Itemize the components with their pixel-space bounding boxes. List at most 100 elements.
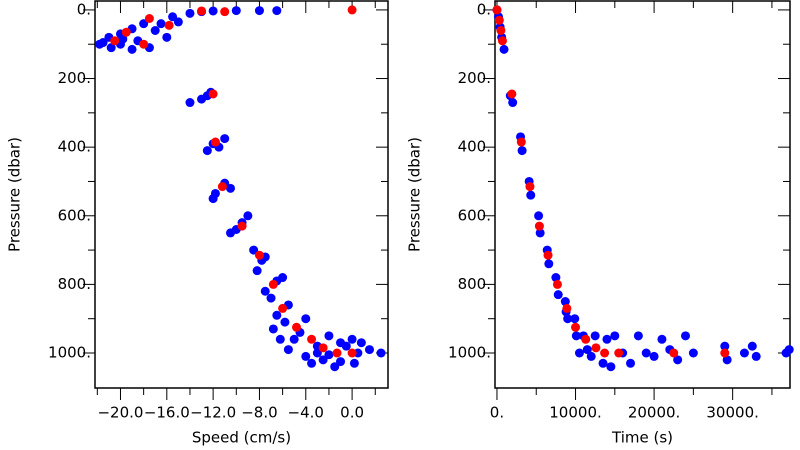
point bbox=[278, 273, 288, 283]
x-tick-label: −4.0 bbox=[288, 404, 324, 422]
panel: 0. 10000. 20000. 30000. 0. 200. 400. 600. 800. 10… bbox=[406, 0, 794, 447]
point bbox=[307, 334, 317, 344]
point bbox=[571, 322, 581, 332]
point bbox=[252, 266, 262, 276]
point bbox=[581, 334, 591, 344]
point bbox=[739, 348, 749, 358]
point bbox=[598, 358, 608, 368]
point bbox=[144, 13, 154, 23]
point bbox=[610, 331, 620, 341]
point bbox=[606, 362, 616, 372]
point bbox=[139, 39, 149, 49]
y-tick-label: 1000. bbox=[448, 344, 491, 362]
point bbox=[517, 146, 527, 156]
plot-frame bbox=[494, 0, 791, 389]
point bbox=[330, 362, 340, 372]
point bbox=[150, 26, 160, 36]
x-axis-label: Time (s) bbox=[611, 429, 673, 447]
point bbox=[272, 6, 282, 16]
point bbox=[534, 211, 544, 221]
point bbox=[497, 36, 507, 46]
point bbox=[669, 348, 679, 358]
point bbox=[225, 183, 235, 193]
point bbox=[552, 279, 562, 289]
point bbox=[254, 6, 264, 16]
point bbox=[657, 334, 667, 344]
point bbox=[292, 322, 302, 332]
x-tick-label: 0. bbox=[490, 404, 504, 422]
point bbox=[347, 5, 357, 15]
point bbox=[582, 345, 592, 355]
point bbox=[571, 331, 581, 341]
point bbox=[492, 5, 502, 15]
point bbox=[553, 290, 563, 300]
point bbox=[349, 358, 359, 368]
point bbox=[268, 279, 278, 289]
point bbox=[173, 17, 183, 27]
point bbox=[499, 44, 509, 54]
point bbox=[301, 351, 311, 361]
point bbox=[560, 297, 570, 307]
point bbox=[162, 32, 172, 42]
y-tick-label: 400. bbox=[58, 138, 91, 156]
y-axis-label: Pressure (dbar) bbox=[406, 137, 424, 252]
point bbox=[275, 334, 285, 344]
y-axis-label: Pressure (dbar) bbox=[6, 137, 24, 252]
point bbox=[168, 12, 178, 22]
point bbox=[118, 34, 128, 44]
y-tick-label: 800. bbox=[58, 275, 91, 293]
point bbox=[110, 36, 120, 46]
point bbox=[747, 341, 757, 351]
point bbox=[243, 211, 253, 221]
point bbox=[208, 194, 218, 204]
point bbox=[121, 27, 131, 37]
point bbox=[272, 310, 282, 320]
point bbox=[139, 19, 149, 29]
point bbox=[185, 8, 195, 18]
point bbox=[208, 89, 218, 99]
point bbox=[364, 345, 374, 355]
x-axis-label: Speed (cm/s) bbox=[192, 429, 291, 447]
point bbox=[127, 44, 137, 54]
point bbox=[280, 317, 290, 327]
point bbox=[185, 98, 195, 108]
point bbox=[225, 228, 235, 238]
y-tick-label: 600. bbox=[458, 206, 491, 224]
point bbox=[574, 348, 584, 358]
point bbox=[202, 146, 212, 156]
point bbox=[278, 303, 288, 313]
point bbox=[289, 334, 299, 344]
x-tick-label: −20.0 bbox=[97, 404, 143, 422]
point bbox=[164, 20, 174, 30]
point bbox=[688, 348, 698, 358]
point bbox=[720, 348, 730, 358]
point bbox=[563, 314, 573, 324]
point bbox=[722, 355, 732, 365]
point bbox=[332, 348, 342, 358]
y-tick-label: 1000. bbox=[48, 344, 91, 362]
point bbox=[210, 137, 220, 147]
point bbox=[324, 331, 334, 341]
x-tick-label: −12.0 bbox=[190, 404, 236, 422]
point bbox=[681, 331, 691, 341]
point bbox=[260, 286, 270, 296]
point bbox=[220, 134, 230, 144]
point bbox=[516, 137, 526, 147]
point bbox=[720, 341, 730, 351]
point bbox=[586, 351, 596, 361]
x-tick-label: 0.0 bbox=[340, 404, 364, 422]
point bbox=[208, 6, 218, 16]
point bbox=[614, 348, 624, 358]
point bbox=[95, 39, 105, 49]
point bbox=[217, 182, 227, 192]
point bbox=[254, 250, 264, 260]
point bbox=[268, 324, 278, 334]
point bbox=[356, 338, 366, 348]
point bbox=[312, 348, 322, 358]
y-tick-label: 0. bbox=[77, 0, 91, 18]
x-tick-label: −16.0 bbox=[144, 404, 190, 422]
x-tick-label: 10000. bbox=[549, 404, 602, 422]
point bbox=[508, 98, 518, 108]
y-tick-label: 0. bbox=[477, 0, 491, 18]
